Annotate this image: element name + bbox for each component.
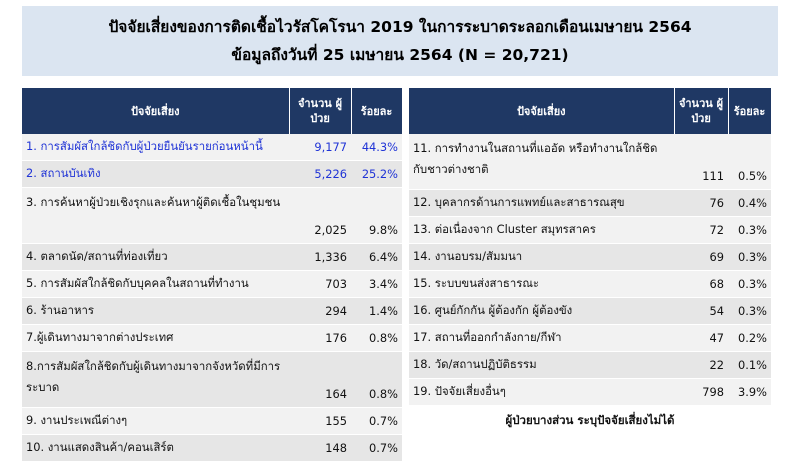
factor-cell: 7.ผู้เดินทางมาจากต่างประเทศ	[22, 324, 289, 352]
factor-cell: 11. การทำงานในสถานที่แออัด หรือทำงานใกล้…	[409, 134, 674, 190]
header-count: จำนวน ผู้ป่วย	[289, 88, 352, 134]
table-row: 1. การสัมผัสใกล้ชิดกับผู้ป่วยยืนยันรายก่…	[22, 134, 402, 161]
count-cell: 294	[289, 297, 351, 325]
header-percent: ร้อยละ	[728, 88, 772, 134]
count-cell: 22	[674, 351, 728, 379]
percent-cell: 44.3%	[351, 134, 402, 161]
factor-cell: 12. บุคลากรด้านการแพทย์และสาธารณสุข	[409, 189, 674, 217]
header-count: จำนวน ผู้ป่วย	[674, 88, 729, 134]
title-banner: ปัจจัยเสี่ยงของการติดเชื้อไวรัสโคโรนา 20…	[22, 6, 778, 76]
table-row: 14. งานอบรม/สัมมนา 69 0.3%	[409, 243, 771, 271]
table-row: 9. งานประเพณีต่างๆ 155 0.7%	[22, 407, 402, 435]
percent-cell: 3.4%	[351, 270, 402, 298]
factor-cell: 17. สถานที่ออกกำลังกาย/กีฬา	[409, 324, 674, 352]
count-cell: 54	[674, 297, 728, 325]
factor-cell: 16. ศูนย์กักกัน ผู้ต้องกัก ผู้ต้องขัง	[409, 297, 674, 325]
table-row: 7.ผู้เดินทางมาจากต่างประเทศ 176 0.8%	[22, 324, 402, 352]
percent-cell: 0.3%	[728, 216, 771, 244]
table-header-row: ปัจจัยเสี่ยง จำนวน ผู้ป่วย ร้อยละ	[22, 88, 403, 134]
count-cell: 155	[289, 407, 351, 435]
percent-cell: 0.3%	[728, 270, 771, 298]
percent-cell: 6.4%	[351, 243, 402, 271]
table-row: 8.การสัมผัสใกล้ชิดกับผู้เดินทางมาจากจังห…	[22, 351, 402, 408]
table-row: 16. ศูนย์กักกัน ผู้ต้องกัก ผู้ต้องขัง 54 0…	[409, 297, 771, 325]
factor-cell: 2. สถานบันเทิง	[22, 160, 289, 188]
percent-cell: 1.4%	[351, 297, 402, 325]
factor-cell: 1. การสัมผัสใกล้ชิดกับผู้ป่วยยืนยันรายก่…	[22, 134, 289, 161]
count-cell: 703	[289, 270, 351, 298]
table-header-row: ปัจจัยเสี่ยง จำนวน ผู้ป่วย ร้อยละ	[409, 88, 772, 134]
count-cell: 47	[674, 324, 728, 352]
table-row: 15. ระบบขนส่งสาธารณะ 68 0.3%	[409, 270, 771, 298]
percent-cell: 0.7%	[351, 407, 402, 435]
percent-cell: 0.1%	[728, 351, 771, 379]
header-factor: ปัจจัยเสี่ยง	[409, 88, 675, 134]
factor-cell: 3. การค้นหาผู้ป่วยเชิงรุกและค้นหาผู้ติดเ…	[22, 187, 289, 244]
percent-cell: 0.5%	[728, 134, 771, 190]
percent-cell: 0.4%	[728, 189, 771, 217]
percent-cell: 0.3%	[728, 243, 771, 271]
percent-cell: 0.3%	[728, 297, 771, 325]
table-row: 2. สถานบันเทิง 5,226 25.2%	[22, 160, 402, 188]
count-cell: 9,177	[289, 134, 351, 161]
count-cell: 798	[674, 378, 728, 406]
percent-cell: 9.8%	[351, 187, 402, 244]
count-cell: 1,336	[289, 243, 351, 271]
count-cell: 164	[289, 351, 351, 408]
count-cell: 72	[674, 216, 728, 244]
factor-cell: 8.การสัมผัสใกล้ชิดกับผู้เดินทางมาจากจังห…	[22, 351, 289, 408]
factor-cell: 13. ต่อเนื่องจาก Cluster สมุทรสาคร	[409, 216, 674, 244]
percent-cell: 0.8%	[351, 351, 402, 408]
table-row: 17. สถานที่ออกกำลังกาย/กีฬา 47 0.2%	[409, 324, 771, 352]
factor-cell: 5. การสัมผัสใกล้ชิดกับบุคคลในสถานที่ทำงา…	[22, 270, 289, 298]
percent-cell: 3.9%	[728, 378, 771, 406]
footnote: ผู้ป่วยบางส่วน ระบุปัจจัยเสี่ยงไม่ได้	[505, 413, 675, 427]
table-row: 4. ตลาดนัด/สถานที่ท่องเที่ยว 1,336 6.4%	[22, 243, 402, 271]
factor-cell: 4. ตลาดนัด/สถานที่ท่องเที่ยว	[22, 243, 289, 271]
table-row: 12. บุคลากรด้านการแพทย์และสาธารณสุข 76 0.4…	[409, 189, 771, 217]
count-cell: 2,025	[289, 187, 351, 244]
table-row: 19. ปัจจัยเสี่ยงอื่นๆ 798 3.9%	[409, 378, 771, 406]
factor-cell: 9. งานประเพณีต่างๆ	[22, 407, 289, 435]
factor-cell: 14. งานอบรม/สัมมนา	[409, 243, 674, 271]
table-row: 5. การสัมผัสใกล้ชิดกับบุคคลในสถานที่ทำงา…	[22, 270, 402, 298]
percent-cell: 25.2%	[351, 160, 402, 188]
percent-cell: 0.8%	[351, 324, 402, 352]
factor-cell: 10. งานแสดงสินค้า/คอนเสิร์ต	[22, 434, 289, 462]
risk-factor-table-right: ปัจจัยเสี่ยง จำนวน ผู้ป่วย ร้อยละ 11. กา…	[409, 88, 772, 406]
count-cell: 68	[674, 270, 728, 298]
table-row: 6. ร้านอาหาร 294 1.4%	[22, 297, 402, 325]
page-subtitle: ข้อมูลถึงวันที่ 25 เมษายน 2564 (N = 20,7…	[231, 46, 569, 64]
table-row: 18. วัด/สถานปฏิบัติธรรม 22 0.1%	[409, 351, 771, 379]
table-row: 3. การค้นหาผู้ป่วยเชิงรุกและค้นหาผู้ติดเ…	[22, 187, 402, 244]
percent-cell: 0.2%	[728, 324, 771, 352]
factor-cell: 18. วัด/สถานปฏิบัติธรรม	[409, 351, 674, 379]
header-factor: ปัจจัยเสี่ยง	[22, 88, 290, 134]
factor-cell: 6. ร้านอาหาร	[22, 297, 289, 325]
count-cell: 148	[289, 434, 351, 462]
count-cell: 176	[289, 324, 351, 352]
count-cell: 76	[674, 189, 728, 217]
count-cell: 5,226	[289, 160, 351, 188]
table-row: 13. ต่อเนื่องจาก Cluster สมุทรสาคร 72 0.3%	[409, 216, 771, 244]
risk-factor-table-left: ปัจจัยเสี่ยง จำนวน ผู้ป่วย ร้อยละ 1. การ…	[22, 88, 403, 462]
count-cell: 111	[674, 134, 728, 190]
factor-cell: 19. ปัจจัยเสี่ยงอื่นๆ	[409, 378, 674, 406]
count-cell: 69	[674, 243, 728, 271]
table-row: 10. งานแสดงสินค้า/คอนเสิร์ต 148 0.7%	[22, 434, 402, 462]
page-title: ปัจจัยเสี่ยงของการติดเชื้อไวรัสโคโรนา 20…	[108, 18, 692, 36]
header-percent: ร้อยละ	[351, 88, 403, 134]
table-row: 11. การทำงานในสถานที่แออัด หรือทำงานใกล้…	[409, 134, 771, 190]
percent-cell: 0.7%	[351, 434, 402, 462]
factor-cell: 15. ระบบขนส่งสาธารณะ	[409, 270, 674, 298]
